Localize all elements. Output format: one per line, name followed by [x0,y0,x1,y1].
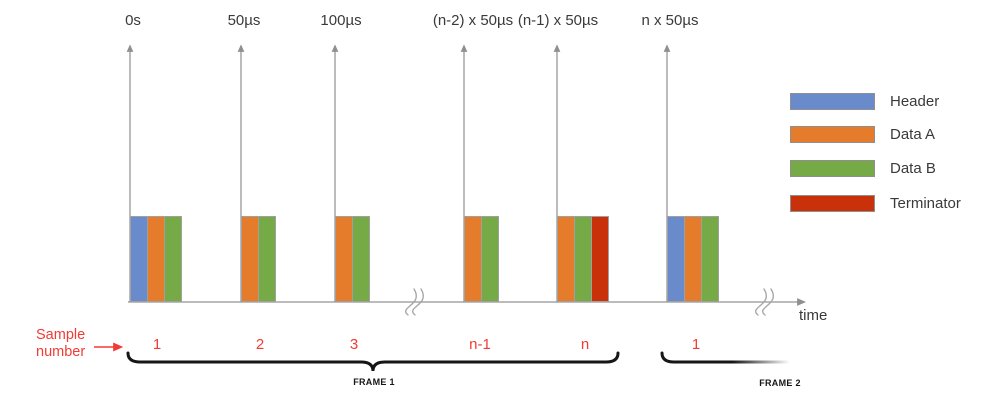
data-b-bar [481,216,499,302]
terminator-bar [591,216,609,302]
data-a-bar [241,216,259,302]
sample-bars-group [557,216,609,302]
frame2-label: FRAME 2 [759,378,801,388]
time-label: 50µs [227,12,261,29]
sample-bars-group [667,216,719,302]
time-axis-label: time [799,307,828,324]
legend-item: Header [790,93,939,110]
data-b-bar [164,216,182,302]
legend-label: Data B [890,160,936,177]
legend-item: Terminator [790,195,961,212]
legend-label: Terminator [890,195,961,212]
data-b-bar [258,216,276,302]
sample-bars-group [464,216,499,302]
sample-bars-group [335,216,370,302]
sample-number: 1 [691,336,701,353]
time-label: 100µs [320,12,362,29]
data-a-bar [147,216,165,302]
sample-bars-group [130,216,182,302]
header-bar [130,216,148,302]
data-a-bar [464,216,482,302]
time-label: (n-1) x 50µs [517,12,599,29]
data-b-bar [574,216,592,302]
time-label: n x 50µs [641,12,699,29]
sample-number: 1 [152,336,162,353]
terminator-swatch [790,195,875,212]
legend-item: Data B [790,160,936,177]
data-a-bar [557,216,575,302]
header-bar [667,216,685,302]
data-b-swatch [790,160,875,177]
sample-number-caption: Sample number [36,327,86,361]
axis-break-icon [405,288,424,316]
time-label: 0s [125,12,141,29]
sample-number: n-1 [469,336,491,353]
data-b-bar [352,216,370,302]
legend-label: Data A [890,126,936,143]
frame1-brace [126,351,620,372]
frame1-label: FRAME 1 [353,377,395,387]
sample-number: 3 [349,336,359,353]
data-b-bar [701,216,719,302]
sample-number: n [580,336,590,353]
legend-label: Header [890,93,940,110]
frame2-brace [660,351,790,364]
data-a-swatch [790,126,875,143]
header-swatch [790,93,875,110]
legend-item: Data A [790,126,935,143]
data-a-bar [684,216,702,302]
sample-bars-group [241,216,276,302]
time-label: (n-2) x 50µs [432,12,514,29]
data-a-bar [335,216,353,302]
axis-break-icon [755,288,774,316]
sample-number: 2 [255,336,265,353]
